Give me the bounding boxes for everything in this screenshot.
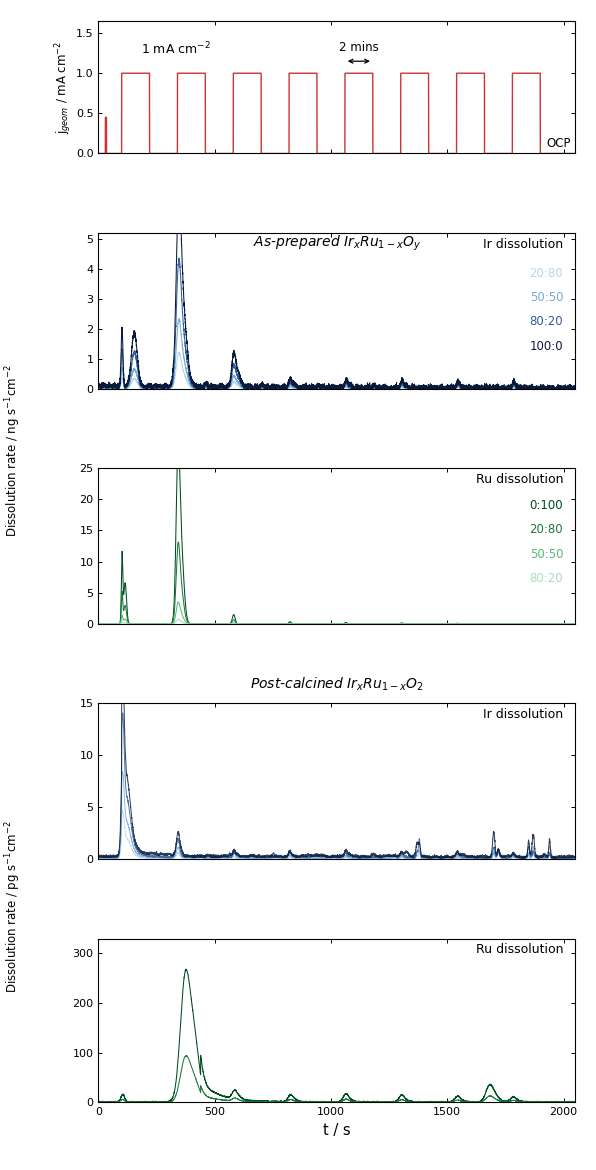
Text: Dissolution rate / ng s$^{-1}$cm$^{-2}$: Dissolution rate / ng s$^{-1}$cm$^{-2}$ xyxy=(4,364,23,537)
Y-axis label: j$_{geom}$ / mA cm$^{-2}$: j$_{geom}$ / mA cm$^{-2}$ xyxy=(54,41,74,133)
Text: As-prepared Ir$_x$Ru$_{1-x}$O$_y$: As-prepared Ir$_x$Ru$_{1-x}$O$_y$ xyxy=(253,234,421,253)
Text: Ir dissolution: Ir dissolution xyxy=(483,238,563,250)
Text: 2 mins: 2 mins xyxy=(339,41,378,54)
Text: 20:80: 20:80 xyxy=(530,523,563,536)
Text: 0:100: 0:100 xyxy=(530,500,563,512)
Text: 50:50: 50:50 xyxy=(530,291,563,304)
Text: Dissolution rate / pg s$^{-1}$cm$^{-2}$: Dissolution rate / pg s$^{-1}$cm$^{-2}$ xyxy=(4,820,23,993)
Text: 50:50: 50:50 xyxy=(530,548,563,560)
Text: Post-calcined Ir$_x$Ru$_{1-x}$O$_2$: Post-calcined Ir$_x$Ru$_{1-x}$O$_2$ xyxy=(250,676,424,693)
Text: 1 mA cm$^{-2}$: 1 mA cm$^{-2}$ xyxy=(141,41,211,57)
Text: 100:0: 100:0 xyxy=(530,339,563,352)
Text: 80:20: 80:20 xyxy=(530,572,563,585)
Text: OCP: OCP xyxy=(546,137,570,150)
Text: Ru dissolution: Ru dissolution xyxy=(476,473,563,486)
X-axis label: t / s: t / s xyxy=(323,1122,350,1137)
Text: Ir dissolution: Ir dissolution xyxy=(483,708,563,721)
Text: 80:20: 80:20 xyxy=(530,316,563,329)
Text: 20:80: 20:80 xyxy=(530,267,563,280)
Text: Ru dissolution: Ru dissolution xyxy=(476,943,563,956)
